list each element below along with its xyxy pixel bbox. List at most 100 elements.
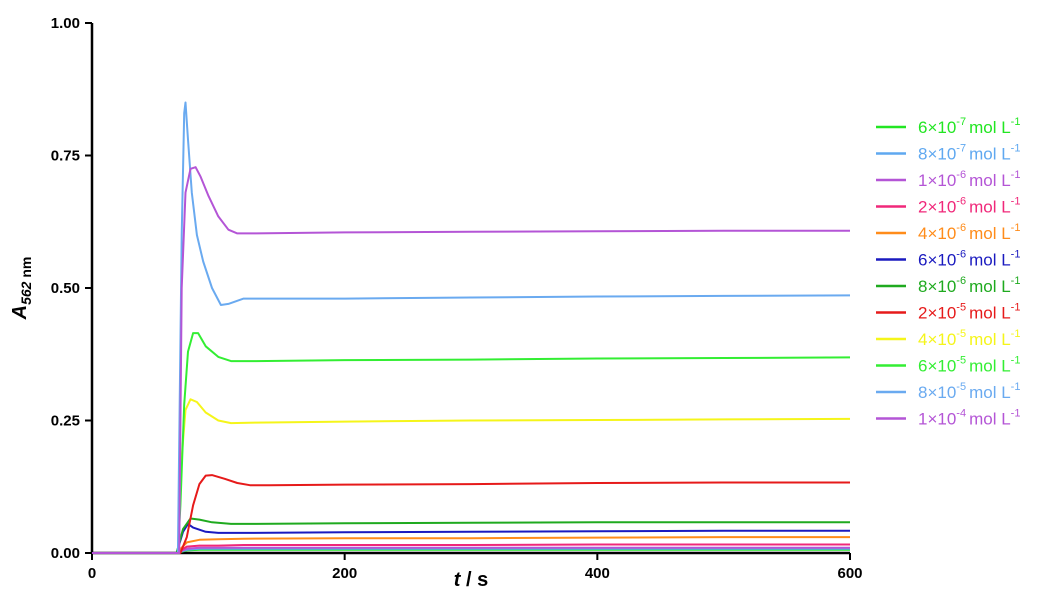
legend-item: 2×10-5 mol L-1 bbox=[876, 302, 1020, 323]
x-tick-label: 400 bbox=[585, 565, 610, 582]
legend-item: 1×10-6 mol L-1 bbox=[876, 169, 1020, 190]
legend-unit-exponent: -1 bbox=[1011, 222, 1021, 234]
series-lines bbox=[92, 101, 851, 554]
series-line bbox=[92, 166, 850, 554]
legend-label: 8×10-5 mol L-1 bbox=[918, 381, 1020, 402]
y-tick-label: 0.25 bbox=[51, 413, 80, 430]
legend-mantissa: 8×10 bbox=[918, 145, 956, 164]
y-tick-label: 0.75 bbox=[51, 148, 80, 165]
legend-item: 2×10-6 mol L-1 bbox=[876, 196, 1020, 217]
ticks: 0.00 0.25 0.50 0.75 1.00 0 200 400 600 bbox=[51, 15, 863, 582]
legend-unit: mol L bbox=[969, 198, 1011, 217]
legend-item: 6×10-5 mol L-1 bbox=[876, 355, 1020, 376]
legend-unit: mol L bbox=[969, 171, 1011, 190]
legend-exponent: -7 bbox=[956, 116, 966, 128]
legend-unit-exponent: -1 bbox=[1011, 408, 1021, 420]
legend-exponent: -5 bbox=[956, 355, 966, 367]
legend-label: 1×10-6 mol L-1 bbox=[918, 169, 1020, 190]
y-tick-label: 0.50 bbox=[51, 280, 80, 297]
legend-exponent: -5 bbox=[956, 381, 966, 393]
legend-exponent: -6 bbox=[956, 169, 966, 181]
legend-unit-exponent: -1 bbox=[1011, 302, 1021, 314]
legend-unit-exponent: -1 bbox=[1011, 116, 1021, 128]
legend-exponent: -7 bbox=[956, 143, 966, 155]
legend-unit: mol L bbox=[969, 145, 1011, 164]
legend-mantissa: 8×10 bbox=[918, 383, 956, 402]
legend-unit: mol L bbox=[969, 118, 1011, 137]
x-axis-unit: / s bbox=[460, 569, 488, 590]
legend-unit-exponent: -1 bbox=[1011, 196, 1021, 208]
series-line bbox=[92, 332, 851, 554]
series-line bbox=[92, 546, 850, 554]
legend-mantissa: 1×10 bbox=[918, 410, 956, 429]
legend-item: 8×10-6 mol L-1 bbox=[876, 275, 1020, 296]
legend-item: 6×10-6 mol L-1 bbox=[876, 249, 1020, 270]
legend-unit-exponent: -1 bbox=[1011, 328, 1021, 340]
series-line bbox=[92, 474, 850, 554]
legend-exponent: -5 bbox=[956, 302, 966, 314]
legend-item: 4×10-5 mol L-1 bbox=[876, 328, 1020, 349]
legend-item: 8×10-7 mol L-1 bbox=[876, 143, 1020, 164]
x-axis-title: t / s bbox=[454, 569, 488, 590]
legend-item: 8×10-5 mol L-1 bbox=[876, 381, 1020, 402]
y-axis-title: A562 nm bbox=[9, 257, 34, 321]
legend-unit: mol L bbox=[969, 251, 1011, 270]
legend-exponent: -4 bbox=[956, 408, 966, 420]
legend-item: 1×10-4 mol L-1 bbox=[876, 408, 1020, 429]
legend-unit: mol L bbox=[969, 357, 1011, 376]
legend-unit: mol L bbox=[969, 330, 1011, 349]
legend-label: 4×10-6 mol L-1 bbox=[918, 222, 1020, 243]
y-tick-label: 1.00 bbox=[51, 15, 80, 32]
legend-unit-exponent: -1 bbox=[1011, 169, 1021, 181]
legend-unit-exponent: -1 bbox=[1011, 249, 1021, 261]
legend-unit-exponent: -1 bbox=[1011, 381, 1021, 393]
legend-unit-exponent: -1 bbox=[1011, 143, 1021, 155]
legend-exponent: -6 bbox=[956, 275, 966, 287]
legend-label: 1×10-4 mol L-1 bbox=[918, 408, 1020, 429]
legend-exponent: -6 bbox=[956, 222, 966, 234]
legend-label: 2×10-6 mol L-1 bbox=[918, 196, 1020, 217]
legend-item: 4×10-6 mol L-1 bbox=[876, 222, 1020, 243]
legend-label: 4×10-5 mol L-1 bbox=[918, 328, 1020, 349]
legend-exponent: -6 bbox=[956, 196, 966, 208]
x-tick-label: 600 bbox=[837, 565, 862, 582]
legend: 6×10-7 mol L-18×10-7 mol L-11×10-6 mol L-12… bbox=[876, 116, 1020, 429]
x-axis-var: t bbox=[454, 569, 462, 590]
legend-mantissa: 8×10 bbox=[918, 277, 956, 296]
legend-mantissa: 2×10 bbox=[918, 198, 956, 217]
legend-mantissa: 6×10 bbox=[918, 118, 956, 137]
y-axis-var: A bbox=[9, 305, 31, 320]
legend-mantissa: 2×10 bbox=[918, 304, 956, 323]
x-tick-label: 0 bbox=[88, 565, 96, 582]
legend-label: 6×10-7 mol L-1 bbox=[918, 116, 1020, 137]
series-line bbox=[92, 101, 851, 554]
legend-mantissa: 4×10 bbox=[918, 224, 956, 243]
series-line bbox=[92, 517, 850, 554]
legend-exponent: -5 bbox=[956, 328, 966, 340]
legend-label: 2×10-5 mol L-1 bbox=[918, 302, 1020, 323]
legend-unit-exponent: -1 bbox=[1011, 275, 1021, 287]
legend-unit: mol L bbox=[969, 304, 1011, 323]
legend-mantissa: 6×10 bbox=[918, 357, 956, 376]
legend-exponent: -6 bbox=[956, 249, 966, 261]
legend-label: 8×10-6 mol L-1 bbox=[918, 275, 1020, 296]
y-axis-subscript: 562 bbox=[18, 281, 34, 305]
legend-item: 6×10-7 mol L-1 bbox=[876, 116, 1020, 137]
legend-mantissa: 1×10 bbox=[918, 171, 956, 190]
y-tick-label: 0.00 bbox=[51, 545, 80, 562]
series-line bbox=[92, 543, 850, 554]
legend-unit: mol L bbox=[969, 277, 1011, 296]
x-tick-label: 200 bbox=[332, 565, 357, 582]
legend-label: 6×10-5 mol L-1 bbox=[918, 355, 1020, 376]
legend-unit: mol L bbox=[969, 383, 1011, 402]
legend-mantissa: 4×10 bbox=[918, 330, 956, 349]
legend-mantissa: 6×10 bbox=[918, 251, 956, 270]
y-axis-subscript-unit: nm bbox=[18, 257, 34, 282]
axes bbox=[90, 23, 850, 555]
legend-label: 6×10-6 mol L-1 bbox=[918, 249, 1020, 270]
legend-unit: mol L bbox=[969, 224, 1011, 243]
legend-unit: mol L bbox=[969, 410, 1011, 429]
legend-label: 8×10-7 mol L-1 bbox=[918, 143, 1020, 164]
legend-unit-exponent: -1 bbox=[1011, 355, 1021, 367]
